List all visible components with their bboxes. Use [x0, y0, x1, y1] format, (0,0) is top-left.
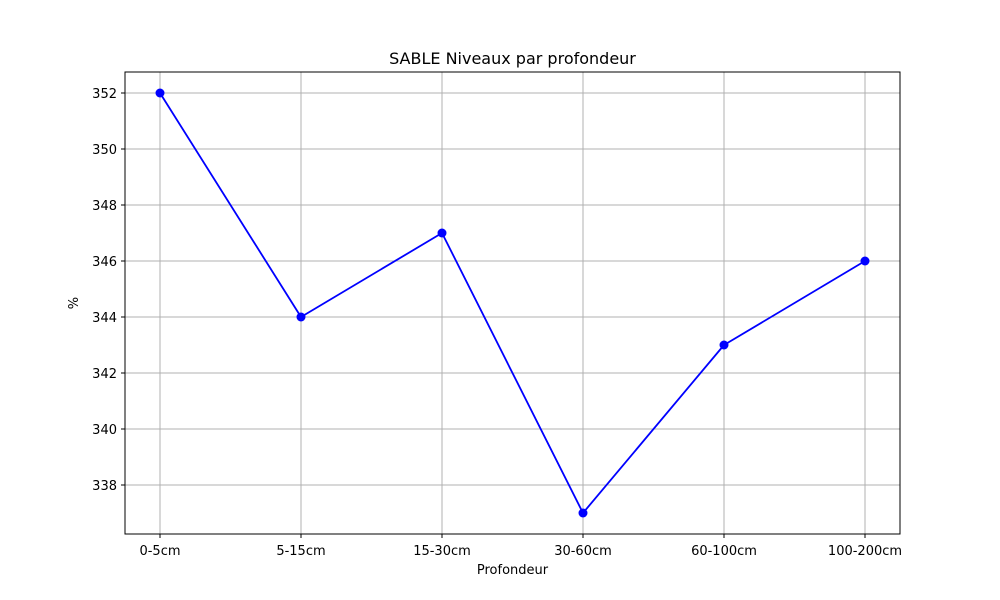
plot-area-frame	[124, 71, 901, 535]
data-point	[437, 228, 447, 238]
x-tick-label: 5-15cm	[276, 544, 325, 559]
y-tick-label: 346	[92, 255, 117, 270]
x-axis-ticks: 0-5cm 5-15cm 15-30cm 30-60cm 60-100cm 100-200…	[139, 534, 902, 559]
y-tick-label: 338	[92, 479, 117, 494]
x-tick-label: 60-100cm	[691, 544, 757, 559]
y-tick-label: 342	[92, 367, 117, 382]
y-tick-label: 348	[92, 199, 117, 214]
x-axis-label: Profondeur	[477, 563, 549, 578]
x-tick-label: 0-5cm	[139, 544, 180, 559]
data-point	[719, 340, 729, 350]
y-tick-label: 340	[92, 423, 117, 438]
data-point	[296, 312, 306, 322]
chart-title: SABLE Niveaux par profondeur	[389, 49, 636, 68]
y-tick-label: 350	[92, 143, 117, 158]
series-line	[159, 92, 866, 514]
y-tick-label: 352	[92, 87, 117, 102]
grid-lines	[125, 72, 900, 534]
x-tick-label: 100-200cm	[828, 544, 902, 559]
data-point	[860, 256, 870, 266]
y-axis-label: %	[67, 297, 82, 309]
x-tick-label: 30-60cm	[554, 544, 612, 559]
data-point	[155, 88, 165, 98]
y-axis-ticks: 338 340 342 344 346 348 350 352	[92, 87, 125, 494]
data-point	[578, 508, 588, 518]
x-tick-label: 15-30cm	[413, 544, 471, 559]
series-layer	[155, 88, 870, 518]
y-tick-label: 344	[92, 311, 117, 326]
